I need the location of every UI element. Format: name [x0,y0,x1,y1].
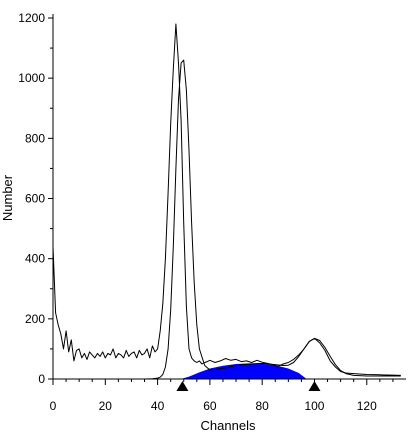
x-tick-label: 120 [357,399,377,413]
channel-marker [176,381,189,391]
y-tick-label: 200 [25,312,45,326]
histogram-line [52,23,401,376]
x-tick-label: 80 [256,399,270,413]
y-tick-label: 0 [38,372,45,386]
filled-region [181,363,307,379]
x-tick-label: 40 [151,399,165,413]
y-tick-label: 400 [25,252,45,266]
x-tick-label: 20 [99,399,113,413]
x-tick-label: 0 [50,399,57,413]
axes: 0 200 400 600 800 1000 1200 0 20 40 60 80 100 120 [18,11,406,413]
x-tick-label: 60 [203,399,217,413]
y-axis-title: Number [0,174,15,221]
y-tick-label: 600 [25,192,45,206]
y-tick-label: 1200 [18,11,45,25]
plot-area [52,23,401,380]
channel-marker [308,381,321,391]
x-tick-label: 100 [304,399,324,413]
x-axis-title: Channels [201,418,256,433]
y-tick-label: 800 [25,131,45,145]
y-tick-label: 1000 [18,71,45,85]
fit-line [53,59,401,380]
